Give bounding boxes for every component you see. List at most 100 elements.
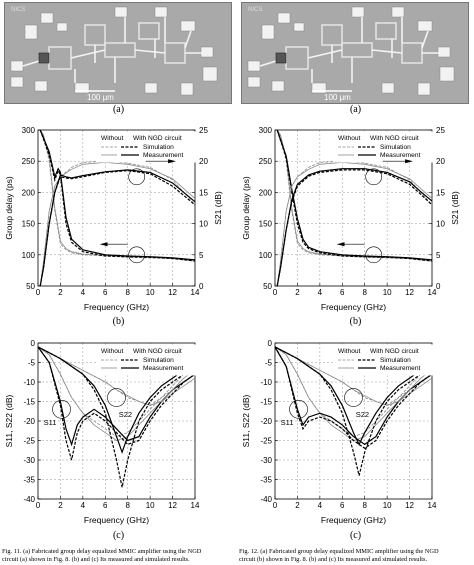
x-tick-label: 12 [405,501,414,510]
x-tick-label: 6 [340,501,345,510]
legend-with: With NGD circuit [133,135,182,142]
figure-caption: Fig. 11. (a) Fabricated group delay equa… [2,548,235,564]
bond-pad [439,66,455,82]
x-tick-label: 10 [146,288,155,297]
legend-without: Without [338,135,361,142]
annotation-ellipse [128,246,145,264]
scale-bar-label: 100 μm [324,93,351,102]
x-tick-label: 8 [125,501,130,510]
circuit-block [104,42,136,58]
y2-tick-label: 5 [199,251,204,260]
bond-pad [277,12,291,24]
y2-tick-label: 15 [436,188,445,197]
bond-pad [56,22,68,32]
legend-without: Without [101,348,124,355]
s22-label: S22 [119,410,132,419]
y-tick-label: -20 [260,417,272,426]
x-tick-label: 0 [273,288,278,297]
legend-measurement: Measurement [143,365,183,372]
trace [307,49,343,59]
legend-box [96,344,196,376]
x-axis-label: Frequency (GHz) [84,515,149,525]
bond-pad [417,20,433,32]
series-line [276,168,433,287]
legend-measurement: Measurement [380,365,420,372]
x-tick-label: 6 [340,288,345,297]
y-axis-label: S11, S22 (dB) [4,394,14,447]
x-tick-label: 12 [405,288,414,297]
figure-12: NICS 100 μm (a) 0 2 4 6 8 10 12 14 50 100 150 200 25… [237,0,474,565]
bond-pad [200,46,214,58]
legend-without: Without [101,135,124,142]
annotation-ellipse [289,400,308,419]
x-tick-label: 0 [273,501,278,510]
chip-photo: NICS 100 μm [241,2,469,104]
legend-measurement: Measurement [380,152,420,159]
plot-c: 0 2 4 6 8 10 12 14 -40 -35 -30 -25 -20 -15 -10 -5 0 Frequ… [4,339,200,525]
bond-pad [24,24,38,40]
x-axis-label: Frequency (GHz) [321,515,386,525]
panel-label-c: (c) [112,530,125,541]
panel-label-c: (c) [349,530,362,541]
circuit-block [401,42,423,64]
circuit-block [164,42,186,64]
y-tick-label: -40 [260,495,272,504]
y-axis-label: S11, S22 (dB) [241,394,251,447]
arrow-head [168,159,176,164]
x-tick-label: 0 [36,288,41,297]
legend-with: With NGD circuit [370,348,419,355]
y-tick-label: 50 [26,282,35,291]
arrow-head [405,159,413,164]
panel-label-a: (a) [112,104,125,115]
y2-tick-label: 25 [199,126,208,135]
caption-line-2: circuit (b) shown in Fig. 8. (b) and (c)… [239,556,428,563]
legend-box [96,131,196,163]
y-tick-label: 250 [259,157,273,166]
x-tick-label: 8 [125,288,130,297]
legend-with: With NGD circuit [370,135,419,142]
y-tick-label: -25 [260,437,272,446]
y2-axis-label: S21 (dB) [213,191,223,225]
x-tick-label: 10 [383,288,392,297]
y-tick-label: 100 [22,251,36,260]
chip-layout-drawing [247,6,455,96]
x-tick-label: 14 [191,288,200,297]
bond-pad [311,82,327,94]
bond-pad [293,22,305,32]
y-tick-label: -5 [265,359,273,368]
y2-tick-label: 10 [199,220,208,229]
x-tick-label: 2 [295,288,300,297]
y-axis-label: Group delay (ps) [4,176,14,239]
legend-simulation: Simulation [380,357,411,364]
x-tick-label: 12 [168,501,177,510]
x-tick-label: 2 [58,288,63,297]
series-line [37,346,196,406]
y-tick-label: -35 [23,476,35,485]
circuit-block [285,46,309,70]
x-axis-label: Frequency (GHz) [84,302,149,312]
x-axis-label: Frequency (GHz) [321,302,386,312]
circuit-block [321,24,343,46]
plot-b: 0 2 4 6 8 10 12 14 50 100 150 200 250 300 0 5 10 15 20 25 Fr… [4,126,223,312]
y2-axis-label: S21 (dB) [450,191,460,225]
x-tick-label: 4 [318,501,323,510]
bond-pad [10,60,24,72]
y-tick-label: 200 [22,188,36,197]
bond-pad [40,12,54,24]
x-tick-label: 14 [428,501,437,510]
caption-line-2: circuit (a) shown in Fig. 8. (b) and (c)… [2,556,190,563]
circuit-block [48,46,72,70]
legend-simulation: Simulation [143,144,174,151]
series-line [39,160,196,287]
y-tick-label: -25 [23,437,35,446]
arrow-head [99,242,108,247]
series-line [39,169,196,287]
legend-with: With NGD circuit [133,348,182,355]
bond-pad [202,66,218,82]
y-tick-label: 150 [22,220,36,229]
x-tick-label: 14 [191,501,200,510]
y-tick-label: -30 [23,456,35,465]
chip-photo: NICS 100 μm [4,2,232,104]
plot-b: 0 2 4 6 8 10 12 14 50 100 150 200 250 300 0 5 10 15 20 25 Fr… [241,126,460,312]
via [38,52,50,64]
